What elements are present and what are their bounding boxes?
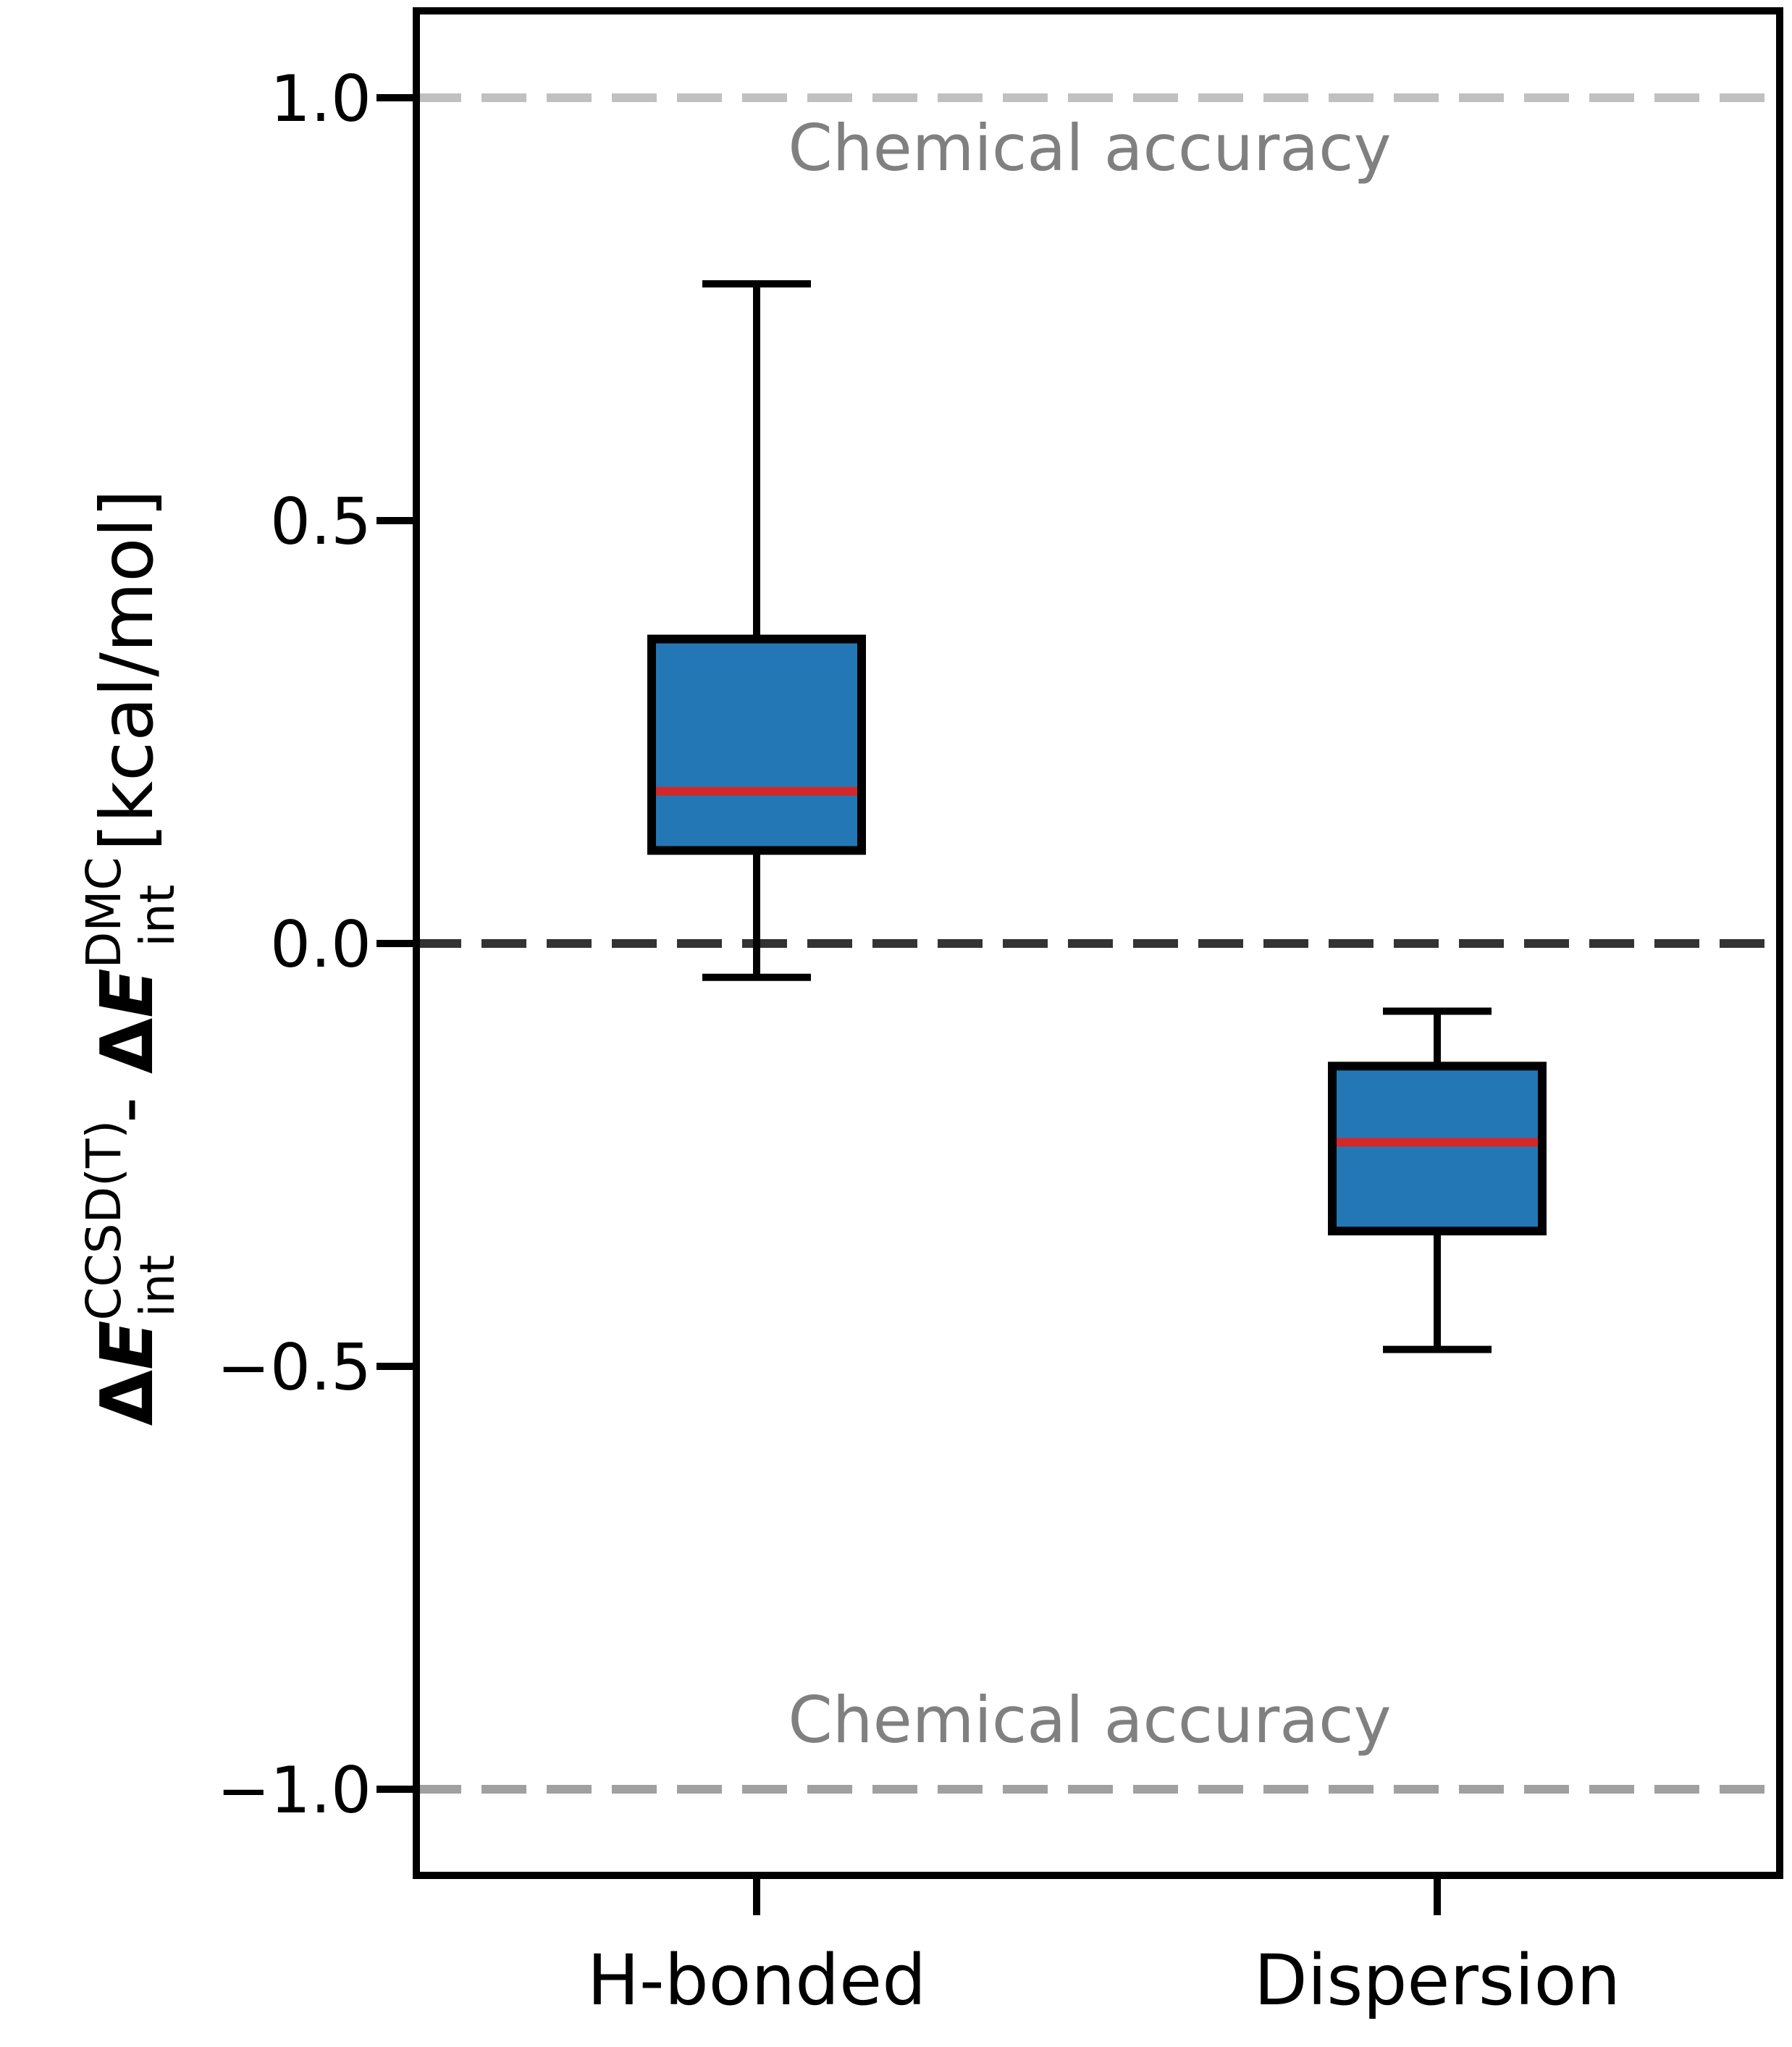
- y-axis-label: ΔECCSD(T)int - ΔEDMCint [kcal/mol]: [76, 489, 185, 1426]
- axes: 1.0 0.5 0.0 −0.5 −1.0 H-bonded Dispersion: [216, 62, 1620, 2021]
- y-tick-label-2: 0.0: [270, 907, 371, 982]
- ylabel-sup2: DMC: [76, 857, 132, 969]
- box-group-0: [647, 279, 866, 981]
- ylabel-delta1: Δ: [85, 1370, 169, 1426]
- x-tick-label-1: Dispersion: [1254, 1940, 1620, 2021]
- x-tick-label-0: H-bonded: [587, 1940, 926, 2021]
- y-tick-label-0: 1.0: [270, 62, 371, 136]
- reference-label-2: Chemical accuracy: [788, 1683, 1391, 1757]
- y-tick-label-3: −0.5: [216, 1330, 371, 1405]
- y-tick-label-1: 0.5: [270, 484, 371, 559]
- reference-lines: Chemical accuracy Chemical accuracy: [416, 93, 1780, 1794]
- ylabel-unit: [kcal/mol]: [85, 489, 169, 875]
- iqr-box: [1328, 1062, 1547, 1236]
- boxes: [647, 279, 1547, 1353]
- iqr-box: [647, 634, 866, 855]
- ylabel-sup1: CCSD(T): [76, 1120, 132, 1321]
- box-group-1: [1328, 1007, 1547, 1353]
- ylabel-sub1: int: [130, 1255, 185, 1317]
- y-tick-label-4: −1.0: [216, 1753, 371, 1828]
- ylabel-sub2: int: [130, 885, 185, 947]
- ylabel-delta2: Δ: [85, 1018, 169, 1074]
- ylabel-e2: E: [85, 968, 169, 1017]
- ylabel-e1: E: [85, 1321, 169, 1370]
- reference-label-0: Chemical accuracy: [788, 111, 1391, 185]
- ylabel-minus: -: [85, 1074, 169, 1146]
